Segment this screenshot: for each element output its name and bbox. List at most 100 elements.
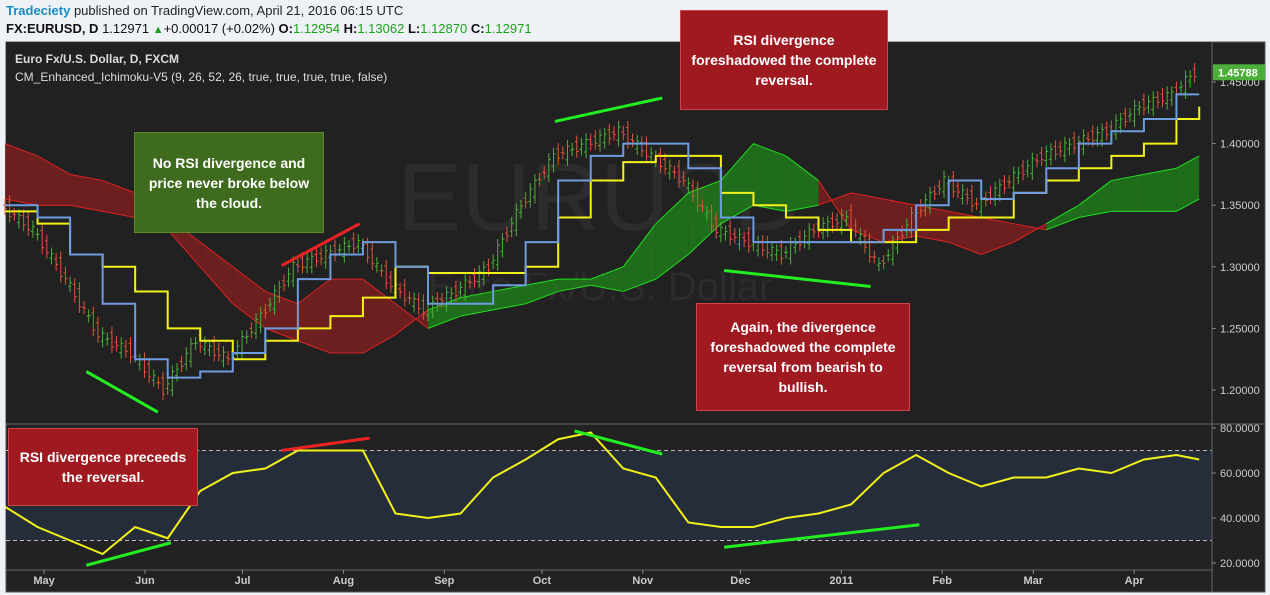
span-a-segment	[622, 223, 657, 268]
ohlc-bar	[221, 346, 226, 368]
ohlc-bar	[593, 130, 598, 150]
ohlc-bar	[407, 291, 412, 305]
ohlc-bar	[100, 327, 105, 348]
ohlc-bar	[732, 227, 737, 244]
price-tick-label: 1.35000	[1220, 200, 1260, 212]
ohlc-bar	[556, 142, 561, 165]
ohlc-bar	[463, 273, 468, 302]
ohlc-bar	[351, 232, 356, 255]
ohlc-bar	[179, 355, 184, 373]
span-b-segment	[395, 303, 429, 329]
price-tick-label: 1.25000	[1220, 323, 1260, 335]
ohlc-bar	[82, 301, 87, 315]
span-a-segment	[493, 284, 526, 292]
ohlc-bar	[58, 251, 63, 283]
axes[interactable]: 1.450001.400001.350001.300001.250001.200…	[33, 64, 1265, 587]
span-a-segment	[167, 229, 201, 268]
ohlc-bar	[1141, 93, 1146, 116]
span-a-segment	[753, 143, 787, 157]
ohlc-bar	[119, 337, 124, 359]
span-b-segment	[558, 284, 591, 292]
span-b-segment	[590, 284, 624, 292]
ohlc-bar	[323, 244, 328, 269]
ohlc-bar	[1114, 114, 1119, 141]
ohlc-bar	[305, 253, 310, 274]
triangle-up-icon: ▲	[152, 24, 164, 36]
ohlc-bar	[40, 224, 45, 254]
span-b-segment	[687, 223, 722, 255]
ohlc-bar	[825, 215, 830, 238]
indicator-legend[interactable]: CM_Enhanced_Ichimoku-V5 (9, 26, 52, 26, …	[15, 70, 388, 84]
rsi-tick-label: 40.0000	[1220, 513, 1260, 525]
ohlc-bar	[128, 337, 133, 364]
ohlc-bar	[807, 223, 812, 250]
span-a-segment	[4, 198, 38, 206]
ohlc-bar	[1155, 90, 1160, 109]
ohlc-bar	[872, 250, 877, 264]
ohlc-bar	[430, 295, 435, 319]
ohlc-bar	[532, 174, 537, 204]
annotation-again-divergence: Again, the divergence foreshadowed the c…	[696, 303, 910, 411]
brand-link[interactable]: Tradeciety	[6, 3, 71, 18]
ohlc-bar	[68, 276, 73, 293]
ohlc-bar	[598, 128, 603, 152]
ohlc-bar	[151, 369, 156, 387]
ohlc-bar	[746, 227, 751, 253]
ohlc-bar	[1039, 146, 1044, 166]
ohlc-bar	[1160, 88, 1165, 108]
tenkan-line	[5, 93, 1200, 379]
high-label: H:	[343, 21, 358, 36]
ohlc-bar	[1034, 153, 1039, 168]
ohlc-bar	[170, 365, 175, 397]
ohlc-bar	[844, 210, 849, 227]
cloud-segment	[916, 205, 949, 243]
ohlc-bar	[202, 336, 207, 356]
ohlc-bar	[295, 258, 300, 273]
ohlc-bar	[658, 147, 663, 173]
span-b-segment	[850, 192, 884, 200]
ohlc-bar	[649, 146, 654, 164]
cloud-segment	[428, 297, 461, 329]
ohlc-bar	[105, 332, 110, 346]
ohlc-bar	[370, 243, 375, 270]
cloud-segment	[395, 303, 429, 335]
ohlc-bar	[937, 180, 942, 195]
ohlc-bar	[12, 207, 17, 221]
ohlc-bar	[226, 351, 231, 365]
span-b-segment	[753, 204, 787, 212]
span-b-segment	[981, 217, 1014, 225]
span-a-segment	[362, 334, 396, 354]
ohlc-bar	[509, 216, 514, 238]
ohlc-bar	[388, 270, 393, 293]
ohlc-bar	[602, 127, 607, 149]
ohlc-bar	[412, 292, 417, 313]
span-b-segment	[1013, 223, 1047, 231]
price-divergence-line	[85, 370, 159, 414]
span-b-segment	[460, 309, 494, 317]
ohlc-bar	[1118, 112, 1123, 134]
ohlc-bar	[26, 210, 31, 237]
price-tick-label: 1.30000	[1220, 262, 1260, 274]
span-a-segment	[232, 303, 266, 329]
ohlc-bar	[886, 249, 891, 262]
span-b-segment	[948, 210, 982, 219]
span-b-segment	[916, 204, 949, 212]
span-b-segment	[427, 315, 461, 329]
series-legend[interactable]: Euro Fx/U.S. Dollar, D, FXCM	[15, 52, 180, 66]
span-a-segment	[1176, 155, 1200, 169]
ohlc-bar	[491, 254, 496, 269]
ohlc-bar	[1072, 131, 1077, 155]
rsi-divergence-line	[723, 523, 920, 549]
span-b-segment	[37, 155, 71, 175]
ohlc-bar	[876, 257, 881, 272]
ohlc-bar	[779, 239, 784, 265]
ohlc-bar	[797, 230, 802, 251]
span-b-segment	[362, 278, 396, 305]
cloud-segment	[1176, 155, 1200, 212]
span-a-segment	[590, 266, 624, 280]
ohlc-bar	[165, 377, 170, 395]
ohlc-bar	[695, 181, 700, 212]
span-b-segment	[818, 192, 852, 206]
ohlc-bar	[54, 252, 59, 271]
